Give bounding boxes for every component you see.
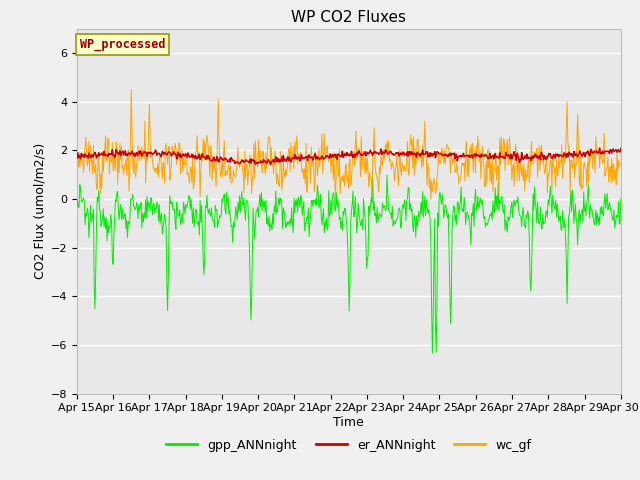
Legend: gpp_ANNnight, er_ANNnight, wc_gf: gpp_ANNnight, er_ANNnight, wc_gf [161,433,536,456]
Text: WP_processed: WP_processed [79,38,165,51]
X-axis label: Time: Time [333,416,364,429]
Y-axis label: CO2 Flux (umol/m2/s): CO2 Flux (umol/m2/s) [33,143,47,279]
Title: WP CO2 Fluxes: WP CO2 Fluxes [291,10,406,25]
